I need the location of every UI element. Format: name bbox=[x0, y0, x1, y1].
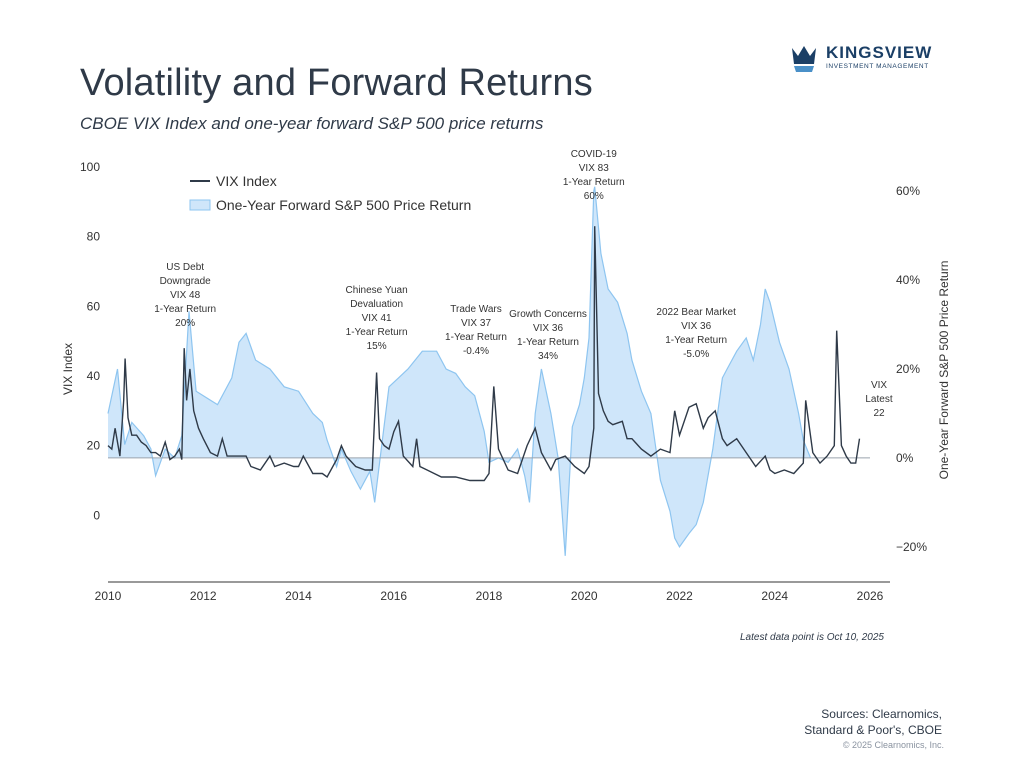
x-tick-label: 2022 bbox=[666, 589, 693, 603]
copyright-note: © 2025 Clearnomics, Inc. bbox=[842, 740, 944, 750]
page-title: Volatility and Forward Returns bbox=[80, 62, 593, 104]
x-tick-label: 2010 bbox=[95, 589, 122, 603]
x-tick-label: 2012 bbox=[190, 589, 217, 603]
sources-note: Sources: Clearnomics, Standard & Poor's,… bbox=[804, 706, 942, 738]
annotation-line: VIX 36 bbox=[681, 321, 711, 332]
annotation-line: VIX 83 bbox=[579, 163, 609, 174]
annotation-line: 22 bbox=[873, 408, 885, 419]
logo-name: KINGSVIEW bbox=[826, 43, 933, 62]
annotation-line: 1-Year Return bbox=[346, 327, 408, 338]
annotation-line: -5.0% bbox=[683, 349, 709, 360]
annotation-line: 34% bbox=[538, 351, 558, 362]
annotation-line: VIX 41 bbox=[362, 313, 392, 324]
page-subtitle: CBOE VIX Index and one-year forward S&P … bbox=[80, 114, 544, 133]
annotation-line: VIX bbox=[871, 380, 887, 391]
right-y-axis-label: One-Year Forward S&P 500 Price Return bbox=[937, 261, 951, 480]
annotation-line: Chinese Yuan bbox=[346, 285, 408, 296]
annotation: Growth Concerns VIX 36 1-Year Return 34% bbox=[509, 309, 587, 362]
annotation-line: 1-Year Return bbox=[154, 304, 216, 315]
annotation-line: 1-Year Return bbox=[517, 337, 579, 348]
annotation: Trade Wars VIX 37 1-Year Return -0.4% bbox=[445, 304, 507, 357]
right-y-tick-label: 40% bbox=[896, 273, 920, 287]
forward-return-line bbox=[107, 186, 812, 556]
annotation-line: 1-Year Return bbox=[563, 177, 625, 188]
legend-swatch-return bbox=[189, 199, 211, 211]
annotation-line: VIX 36 bbox=[533, 323, 563, 334]
x-tick-label: 2018 bbox=[476, 589, 503, 603]
annotation: VIX Latest 22 bbox=[865, 380, 892, 419]
right-y-tick-label: −20% bbox=[896, 540, 927, 554]
x-tick-label: 2024 bbox=[761, 589, 788, 603]
annotation: Chinese Yuan Devaluation VIX 41 1-Year Retu… bbox=[346, 285, 408, 352]
annotation-line: Trade Wars bbox=[450, 304, 502, 315]
annotation-line: 20% bbox=[175, 318, 195, 329]
legend-label-vix: VIX Index bbox=[216, 173, 277, 189]
annotation-line: -0.4% bbox=[463, 346, 489, 357]
annotation-line: Latest bbox=[865, 394, 892, 405]
logo-tagline: INVESTMENT MANAGEMENT bbox=[826, 63, 929, 70]
annotation-line: Growth Concerns bbox=[509, 309, 587, 320]
right-y-tick-label: 0% bbox=[896, 451, 914, 465]
forward-return-area bbox=[108, 186, 811, 556]
left-y-tick-label: 0 bbox=[93, 508, 100, 522]
x-tick-label: 2016 bbox=[380, 589, 407, 603]
legend-label-return: One-Year Forward S&P 500 Price Return bbox=[216, 197, 471, 213]
left-y-tick-label: 80 bbox=[87, 230, 101, 244]
x-tick-label: 2014 bbox=[285, 589, 312, 603]
annotation-line: 1-Year Return bbox=[665, 335, 727, 346]
kingsview-logo-icon bbox=[792, 46, 816, 72]
x-tick-label: 2026 bbox=[857, 589, 884, 603]
vix-index-line bbox=[107, 226, 861, 482]
right-y-tick-label: 60% bbox=[896, 184, 920, 198]
annotation-line: 1-Year Return bbox=[445, 332, 507, 343]
sources-line-2: Standard & Poor's, CBOE bbox=[804, 723, 942, 737]
left-y-tick-label: 100 bbox=[80, 160, 100, 174]
annotation-line: 2022 Bear Market bbox=[656, 307, 736, 318]
annotation: 2022 Bear Market VIX 36 1-Year Return -5.0% bbox=[656, 307, 736, 360]
annotation: COVID-19 VIX 83 1-Year Return 60% bbox=[563, 149, 625, 202]
annotation-line: 60% bbox=[584, 191, 604, 202]
annotation: US Debt Downgrade VIX 48 1-Year Return 20% bbox=[154, 262, 216, 329]
left-y-axis-label: VIX Index bbox=[61, 343, 75, 395]
annotation-line: 15% bbox=[367, 341, 387, 352]
annotation-line: VIX 48 bbox=[170, 290, 200, 301]
left-y-tick-label: 20 bbox=[87, 439, 101, 453]
left-y-tick-label: 40 bbox=[87, 369, 101, 383]
latest-data-note: Latest data point is Oct 10, 2025 bbox=[740, 632, 884, 643]
annotation-line: Devaluation bbox=[350, 299, 403, 310]
annotation-line: US Debt bbox=[166, 262, 204, 273]
x-tick-label: 2020 bbox=[571, 589, 598, 603]
annotation-line: Downgrade bbox=[160, 276, 212, 287]
annotation-line: COVID-19 bbox=[571, 149, 618, 160]
annotation-line: VIX 37 bbox=[461, 318, 491, 329]
right-y-tick-label: 20% bbox=[896, 362, 920, 376]
left-y-tick-label: 60 bbox=[87, 299, 101, 313]
sources-line-1: Sources: Clearnomics, bbox=[821, 707, 942, 721]
